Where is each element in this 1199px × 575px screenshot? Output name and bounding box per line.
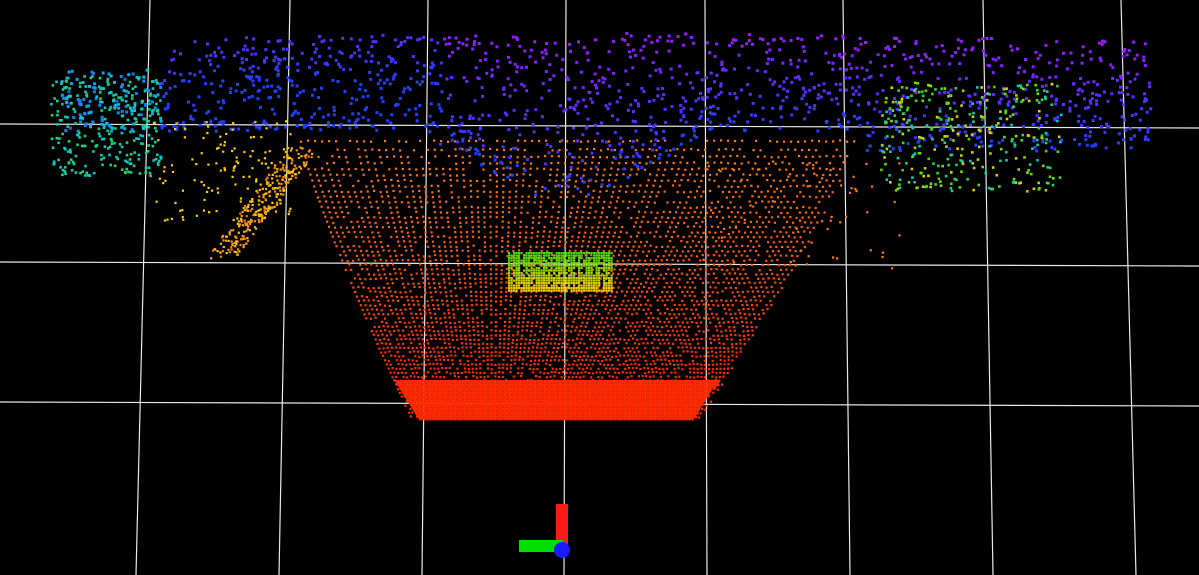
- grid-line: [1120, 0, 1137, 575]
- grid-line: [135, 0, 151, 575]
- y-axis-icon: [556, 504, 568, 550]
- grid-line: [982, 0, 994, 575]
- xyz-axes-icon: [519, 504, 570, 558]
- z-axis-icon: [554, 542, 570, 558]
- x-axis-icon: [519, 540, 563, 552]
- grid-line: [278, 0, 291, 575]
- grid-line: [704, 0, 708, 575]
- point-cloud: [50, 32, 1153, 421]
- grid-line: [842, 0, 851, 575]
- grid-line: [0, 123, 1199, 129]
